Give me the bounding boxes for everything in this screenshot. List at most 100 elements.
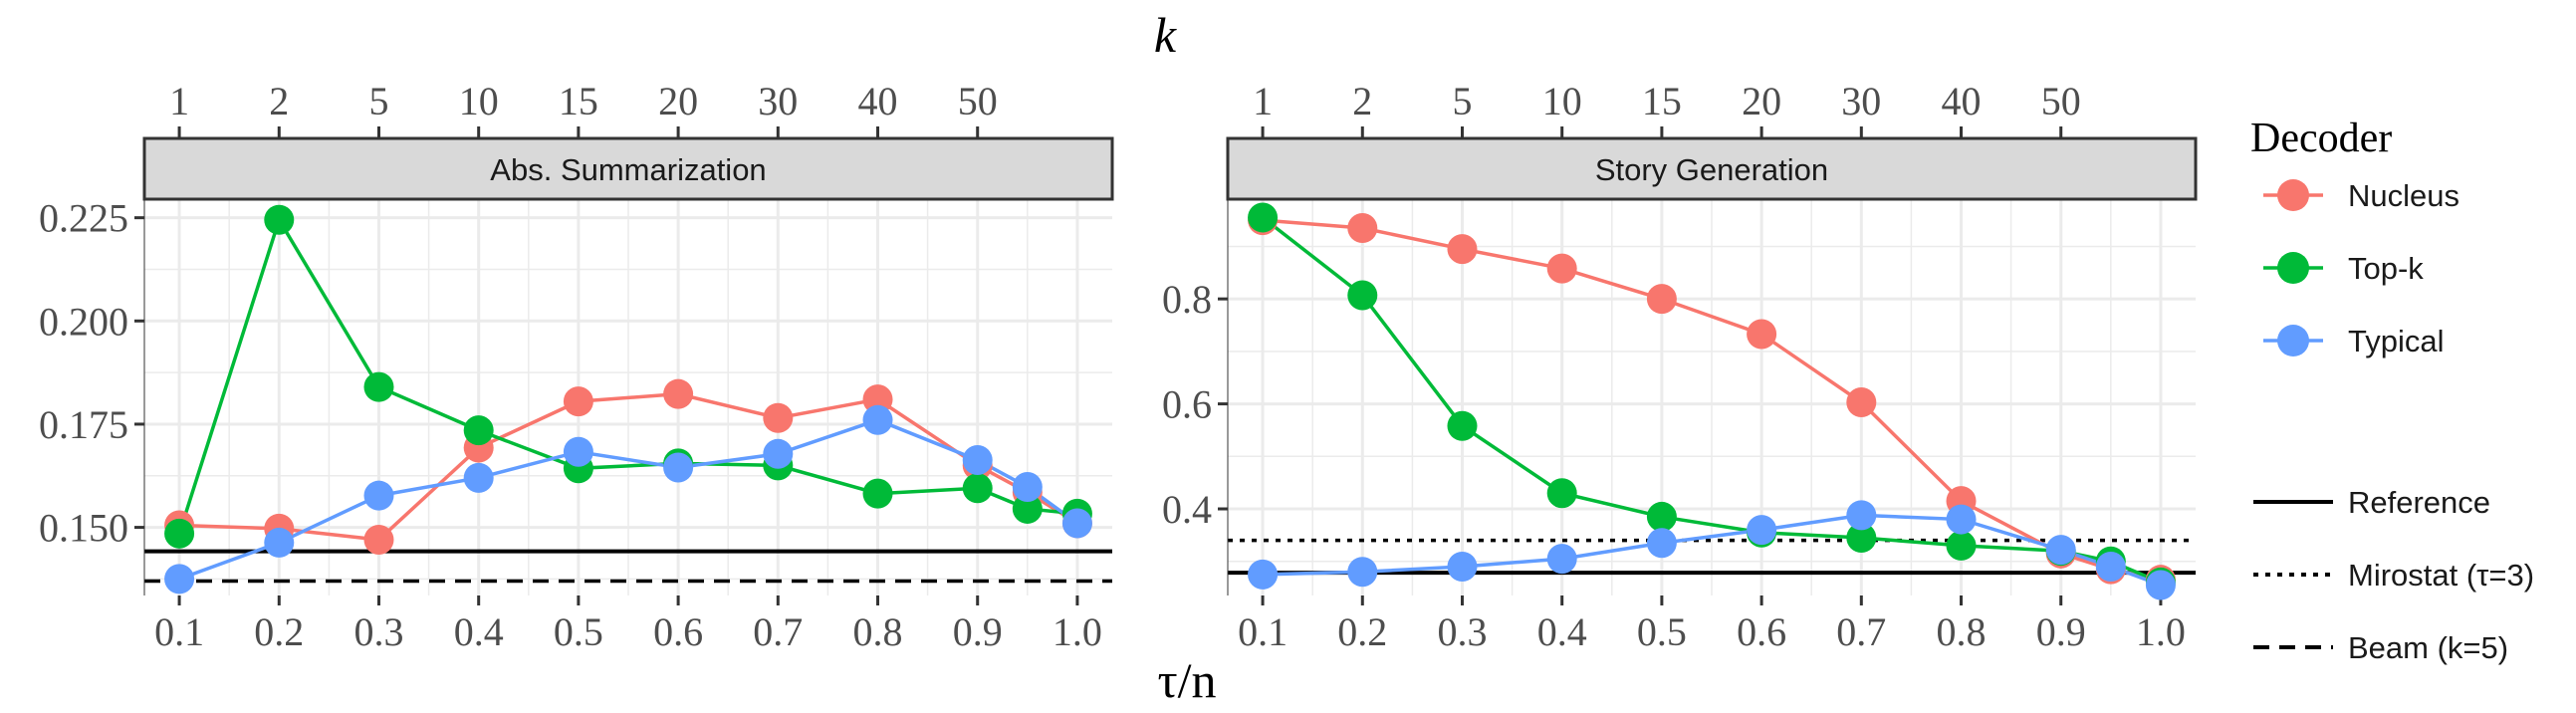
top-tick-label: 50 — [958, 79, 998, 123]
x-tick-label: 1.0 — [2136, 609, 2186, 654]
top-tick-label: 30 — [1841, 79, 1881, 123]
data-point-typical — [1447, 552, 1478, 583]
legend-label-top-k: Top-k — [2348, 251, 2424, 286]
top-tick-label: 5 — [1452, 79, 1472, 123]
data-point-nucleus — [1646, 284, 1677, 315]
x-tick-label: 0.5 — [1637, 609, 1687, 654]
x-tick-label: 0.1 — [154, 609, 204, 654]
data-point-typical — [1061, 508, 1092, 539]
top-tick-label: 10 — [1542, 79, 1582, 123]
x-tick-label: 0.9 — [953, 609, 1003, 654]
top-tick-label: 20 — [658, 79, 698, 123]
facet-strip — [1226, 136, 2198, 201]
top-tick-label: 2 — [269, 79, 289, 123]
facet-title: Story Generation — [1595, 152, 1828, 187]
data-point-top-k — [1546, 478, 1577, 509]
bottom-axis-title: τ/n — [1158, 652, 1217, 708]
data-point-typical — [763, 438, 794, 469]
data-point-top-k — [164, 518, 195, 549]
data-point-top-k — [962, 473, 993, 504]
data-point-typical — [1646, 528, 1677, 559]
legend-label-typical: Typical — [2348, 324, 2444, 358]
legend: Decoder Nucleus Top-k Typical Reference … — [2250, 116, 2534, 665]
y-tick-label: 0.6 — [1162, 382, 1212, 427]
data-point-typical — [463, 462, 494, 493]
data-point-typical — [663, 452, 694, 483]
x-tick-label: 0.2 — [1337, 609, 1387, 654]
data-point-typical — [1747, 515, 1777, 546]
data-point-top-k — [1646, 501, 1677, 532]
x-tick-label: 1.0 — [1053, 609, 1102, 654]
data-point-typical — [1248, 559, 1279, 590]
legend-key-top-k — [2263, 252, 2323, 284]
y-tick-label: 0.200 — [39, 299, 128, 344]
top-tick-label: 40 — [858, 79, 898, 123]
x-tick-label: 0.8 — [1937, 609, 1987, 654]
data-point-typical — [1347, 557, 1378, 588]
y-tick-label: 0.175 — [39, 402, 128, 447]
facet-title: Abs. Summarization — [490, 152, 766, 187]
data-point-typical — [563, 436, 593, 467]
data-point-nucleus — [563, 386, 593, 417]
data-point-typical — [363, 480, 394, 511]
x-tick-label: 0.9 — [2036, 609, 2086, 654]
x-tick-label: 0.8 — [853, 609, 903, 654]
data-point-nucleus — [1546, 253, 1577, 284]
legend-label-reference: Reference — [2348, 485, 2490, 520]
data-point-top-k — [862, 478, 893, 509]
data-point-nucleus — [1347, 212, 1378, 243]
facet-strip — [142, 136, 1114, 201]
x-tick-label: 0.6 — [653, 609, 703, 654]
legend-label-mirostat: Mirostat (τ=3) — [2348, 558, 2534, 593]
data-point-typical — [1846, 500, 1877, 531]
top-tick-label: 1 — [1253, 79, 1273, 123]
top-tick-label: 30 — [758, 79, 798, 123]
data-point-nucleus — [363, 525, 394, 556]
top-tick-label: 10 — [459, 79, 499, 123]
top-tick-label: 50 — [2041, 79, 2081, 123]
top-tick-label: 40 — [1942, 79, 1982, 123]
data-point-nucleus — [1447, 234, 1478, 265]
data-point-nucleus — [763, 402, 794, 433]
y-tick-label: 0.8 — [1162, 277, 1212, 322]
legend-title: Decoder — [2250, 116, 2392, 161]
top-tick-label: 15 — [1642, 79, 1682, 123]
x-tick-label: 0.7 — [1836, 609, 1886, 654]
legend-key-nucleus — [2263, 179, 2323, 211]
data-point-nucleus — [1747, 319, 1777, 350]
top-tick-label: 20 — [1742, 79, 1781, 123]
x-tick-label: 0.6 — [1737, 609, 1786, 654]
data-point-typical — [164, 564, 195, 594]
x-tick-label: 0.1 — [1238, 609, 1288, 654]
data-point-nucleus — [1846, 387, 1877, 418]
data-point-nucleus — [862, 384, 893, 415]
data-point-top-k — [463, 415, 494, 446]
top-axis-title: k — [1154, 7, 1177, 63]
x-tick-label: 0.3 — [353, 609, 403, 654]
data-point-top-k — [1012, 493, 1043, 524]
data-point-top-k — [1946, 530, 1977, 561]
y-tick-label: 0.225 — [39, 196, 128, 241]
top-tick-label: 1 — [169, 79, 189, 123]
data-point-top-k — [363, 371, 394, 402]
data-point-typical — [2095, 552, 2126, 583]
data-point-typical — [1946, 504, 1977, 535]
data-point-typical — [962, 445, 993, 476]
data-point-top-k — [1447, 410, 1478, 441]
y-tick-label: 0.150 — [39, 506, 128, 551]
data-point-typical — [2045, 535, 2076, 566]
panel-story-generation: Story Generation 1 2 5 10 15 20 30 40 50 0.1 0.2 0.3… — [1162, 79, 2198, 654]
data-point-typical — [862, 404, 893, 435]
x-tick-label: 0.7 — [753, 609, 803, 654]
data-point-nucleus — [663, 378, 694, 409]
legend-label-beam: Beam (k=5) — [2348, 630, 2508, 665]
x-tick-label: 0.2 — [254, 609, 304, 654]
data-point-top-k — [1248, 202, 1279, 233]
top-tick-label: 15 — [559, 79, 598, 123]
legend-label-nucleus: Nucleus — [2348, 178, 2459, 213]
data-point-typical — [264, 527, 295, 558]
x-tick-label: 0.5 — [554, 609, 603, 654]
y-tick-label: 0.4 — [1162, 487, 1212, 532]
